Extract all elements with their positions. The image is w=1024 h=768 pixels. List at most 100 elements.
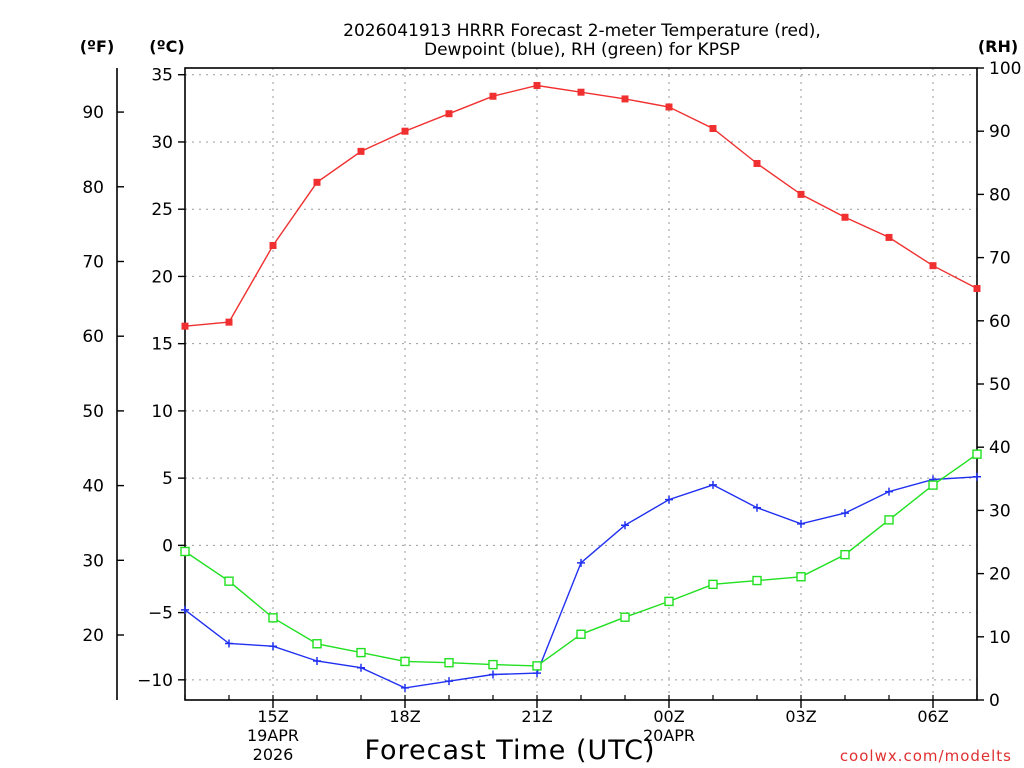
celsius-axis-label: (ºC) — [149, 37, 184, 56]
fahrenheit-tick-label: 20 — [82, 626, 104, 646]
fahrenheit-tick-label: 40 — [82, 477, 104, 497]
celsius-tick-label: 15 — [151, 335, 173, 355]
dewpoint-point — [445, 677, 453, 686]
temperature-point — [401, 127, 409, 135]
dewpoint-point — [269, 642, 277, 651]
rh-tick-label: 20 — [989, 565, 1011, 585]
rh-tick-label: 70 — [989, 249, 1011, 269]
x-year-label: 2026 — [253, 745, 294, 764]
x-tick-label: 00Z — [653, 707, 684, 726]
source-credit: coolwx.com/modelts — [840, 747, 1012, 765]
dewpoint-point — [753, 503, 761, 512]
x-tick-label: 15Z — [257, 707, 288, 726]
x-date-label: 20APR — [643, 726, 695, 745]
dewpoint-point — [973, 472, 981, 481]
rh-tick-label: 0 — [989, 691, 1000, 711]
temperature-point — [621, 95, 629, 103]
relative-humidity-point — [532, 661, 542, 671]
relative-humidity-point — [356, 647, 366, 658]
celsius-tick-label: 5 — [162, 469, 173, 489]
temperature-line — [184, 84, 978, 327]
relative-humidity-point — [224, 576, 234, 586]
x-tick-label: 21Z — [521, 707, 552, 726]
relative-humidity-point — [664, 596, 674, 607]
temperature-point — [181, 322, 189, 330]
dewpoint-point — [181, 605, 189, 614]
relative-humidity-point — [576, 629, 586, 639]
dewpoint-point — [489, 670, 497, 679]
fahrenheit-tick-label: 70 — [82, 252, 104, 272]
rh-tick-label: 40 — [989, 438, 1011, 458]
temperature-point — [445, 110, 453, 118]
relative-humidity-point — [488, 659, 498, 670]
dewpoint-point — [797, 519, 805, 528]
rh-tick-label: 90 — [989, 122, 1011, 142]
dewpoint-point — [665, 495, 673, 504]
fahrenheit-tick-label: 60 — [82, 327, 104, 347]
temperature-point — [973, 285, 981, 293]
relative-humidity-point — [180, 546, 190, 557]
relative-humidity-point — [400, 656, 410, 667]
rh-tick-label: 80 — [989, 185, 1011, 205]
fahrenheit-tick-label: 50 — [82, 402, 104, 422]
rh-tick-label: 10 — [989, 628, 1011, 648]
relative-humidity-point — [796, 572, 806, 582]
relative-humidity-point — [708, 579, 718, 590]
temperature-point — [225, 318, 233, 326]
dewpoint-point — [621, 521, 629, 530]
relative-humidity-point — [928, 480, 938, 490]
temperature-point — [797, 190, 805, 198]
dewpoint-point — [401, 683, 409, 692]
temperature-point — [577, 88, 585, 96]
temperature-point — [269, 241, 277, 249]
plot-frame — [184, 67, 978, 701]
rh-tick-label: 60 — [989, 312, 1011, 332]
x-tick-label: 18Z — [389, 707, 420, 726]
relative-humidity-point — [268, 613, 278, 623]
dewpoint-point — [313, 657, 321, 666]
temperature-point — [357, 147, 365, 155]
celsius-axis: 35 30 25 20 15 10 5 0 −5 −10 — [137, 66, 185, 691]
temperature-point — [313, 178, 321, 186]
relative-humidity-point — [620, 612, 630, 622]
temperature-point — [533, 81, 541, 89]
temperature-point — [665, 103, 673, 111]
celsius-tick-label: 30 — [151, 133, 173, 153]
temperature-point — [709, 125, 717, 133]
temperature-point — [489, 92, 497, 100]
dewpoint-line — [184, 476, 978, 689]
series-layer — [180, 81, 982, 692]
chart-title-line-1: 2026041913 HRRR Forecast 2-meter Tempera… — [343, 21, 821, 41]
fahrenheit-tick-label: 80 — [82, 178, 104, 198]
dewpoint-point — [577, 558, 585, 567]
dewpoint-point — [357, 663, 365, 672]
celsius-tick-label: −5 — [148, 604, 173, 624]
temperature-point — [753, 159, 761, 167]
dewpoint-point — [225, 639, 233, 648]
grid-lines — [185, 68, 977, 700]
dewpoint-point — [885, 487, 893, 496]
celsius-tick-label: 20 — [151, 267, 173, 287]
rh-axis-label: (RH) — [978, 37, 1018, 56]
fahrenheit-tick-label: 30 — [82, 551, 104, 571]
relative-humidity-point — [752, 575, 762, 586]
x-axis-title: Forecast Time (UTC) — [364, 735, 655, 766]
relative-humidity-point — [312, 639, 322, 649]
relative-humidity-point — [884, 515, 894, 525]
x-date-label: 19APR — [247, 726, 299, 745]
dewpoint-point — [841, 509, 849, 518]
x-tick-label: 06Z — [917, 707, 948, 726]
fahrenheit-axis: 90 80 70 60 50 40 30 20 — [82, 103, 124, 646]
rh-tick-label: 30 — [989, 501, 1011, 521]
celsius-tick-label: 10 — [151, 402, 173, 422]
relative-humidity-point — [972, 449, 982, 459]
celsius-tick-label: 0 — [162, 536, 173, 556]
rh-tick-label: 50 — [989, 375, 1011, 395]
chart-title-line-2: Dewpoint (blue), RH (green) for KPSP — [424, 40, 740, 60]
x-tick-label: 03Z — [785, 707, 816, 726]
temperature-point — [929, 262, 937, 270]
celsius-tick-label: −10 — [137, 671, 173, 691]
